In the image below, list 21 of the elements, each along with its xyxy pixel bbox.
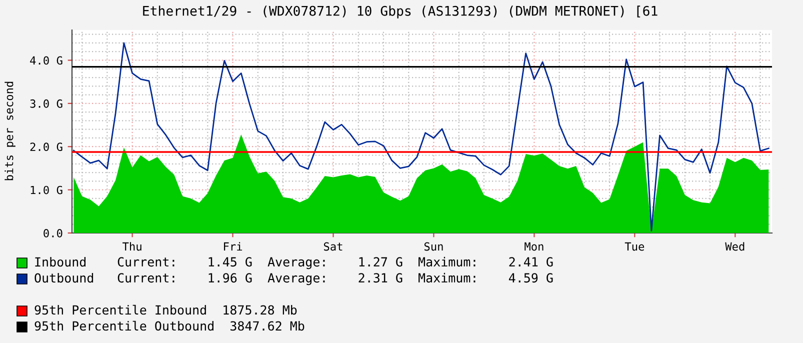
legend-label: Outbound: [34, 272, 94, 283]
legend-label: 95th Percentile Outbound 3847.62 Mb: [34, 320, 304, 331]
y-tick-label: 0.0: [44, 229, 62, 238]
y-tick-label: 1.0 G: [30, 186, 62, 194]
legend-label: 95th Percentile Inbound 1875.28 Mb: [34, 304, 297, 315]
y-axis-title: bits per second: [4, 82, 16, 180]
line-series: [72, 42, 770, 232]
x-tick-label: Sat: [324, 242, 342, 251]
x-tick-label: Tue: [624, 242, 644, 251]
y-tick-label: 3.0 G: [30, 99, 62, 108]
chart-title: Ethernet1/29 - (WDX078712) 10 Gbps (AS131293) (DWDM METRONET) [61: [143, 6, 658, 18]
x-tick-label: Thu: [122, 242, 142, 251]
y-tick-label: 2.0 G: [30, 142, 62, 152]
legend-label: Inbound: [35, 256, 86, 267]
text: Current: 1.45 G Average: 1.27 G Maximum: 2.41 G: [118, 256, 553, 270]
y-tick-label: 4.0 G: [30, 56, 62, 65]
x-tick-label: Wed: [725, 242, 744, 251]
text: Current: 1.96 G Average: 2.31 G Maximum: 4.59 G: [118, 272, 553, 286]
x-tick-label: Mon: [524, 242, 544, 251]
x-tick-label: Sun: [424, 242, 443, 251]
x-tick-label: Fri: [224, 242, 242, 251]
